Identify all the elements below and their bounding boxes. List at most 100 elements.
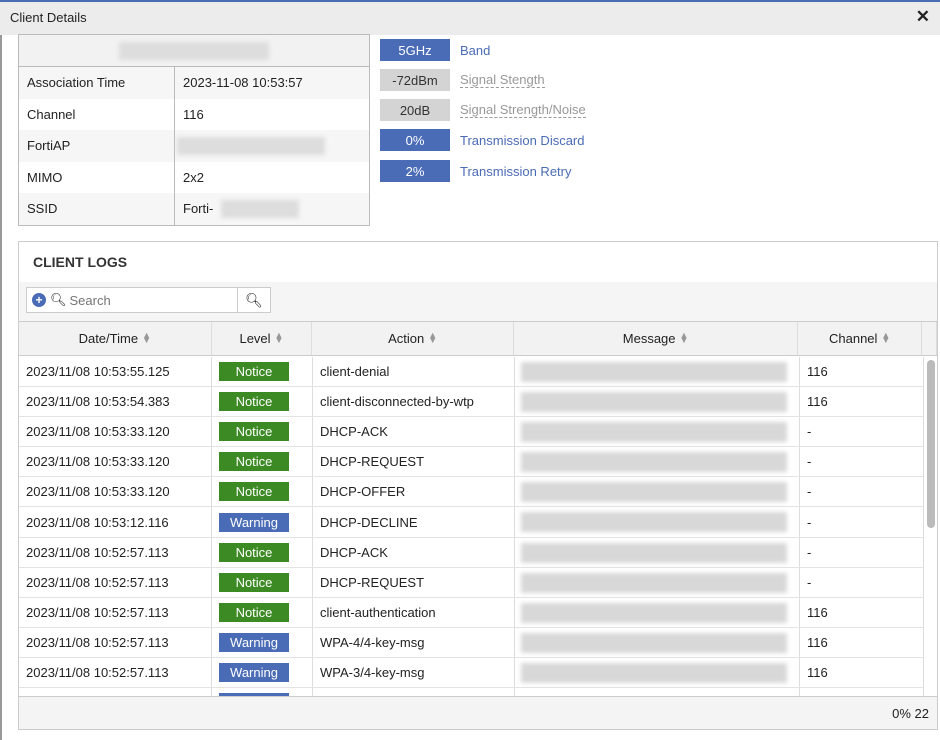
indicator-label[interactable]: Transmission Discard: [460, 132, 585, 148]
table-row[interactable]: 2023/11/08 10:53:55.125 Notice client-de…: [19, 357, 924, 388]
info-label: MIMO: [19, 161, 175, 193]
table-row[interactable]: 2023/11/08 10:53:12.116 Warning DHCP-DEC…: [19, 507, 924, 538]
column-label: Date/Time: [78, 331, 139, 346]
cell-action: client-authentication: [313, 597, 515, 627]
cell-datetime: 2023/11/08 10:52:57.113: [19, 597, 212, 627]
indicator: -72dBm Signal Stength: [380, 69, 545, 91]
cell-level: Notice: [212, 417, 313, 447]
indicator-value: 2%: [380, 160, 450, 182]
level-badge: Notice: [219, 362, 289, 382]
cell-message: [515, 507, 800, 537]
cell-level: Notice: [212, 537, 313, 567]
cell-level: Notice: [212, 447, 313, 477]
table-header: Date/Time ▲ ▼ Level ▲ ▼ Action ▲ ▼ Message ▲ ▼ Chann…: [19, 321, 937, 356]
info-row: MIMO 2x2: [19, 161, 369, 194]
column-header[interactable]: Level ▲ ▼: [212, 322, 313, 355]
table-row[interactable]: 2023/11/08 10:53:54.383 Notice client-di…: [19, 387, 924, 418]
cell-action: [313, 688, 515, 698]
sort-icon: ▲ ▼: [679, 329, 689, 345]
search-box: + 🔍︎ 🔍︎: [26, 287, 271, 313]
column-label: Action: [388, 331, 425, 346]
column-header[interactable]: Date/Time ▲ ▼: [19, 322, 212, 355]
search-button[interactable]: 🔍︎: [237, 288, 270, 312]
info-label: Channel: [19, 98, 175, 130]
info-label: Association Time: [19, 67, 175, 99]
indicator-value: 0%: [380, 129, 450, 151]
cell-action: WPA-3/4-key-msg: [313, 657, 515, 688]
cell-action: WPA-4/4-key-msg: [313, 627, 515, 657]
cell-message: [515, 657, 800, 688]
cell-channel: 116: [800, 627, 924, 657]
info-row: Association Time 2023-11-08 10:53:57: [19, 67, 369, 99]
level-badge: Notice: [219, 482, 289, 502]
cell-message: [515, 537, 800, 567]
indicator-value: 20dB: [380, 99, 450, 121]
add-filter-icon[interactable]: +: [32, 293, 46, 307]
search-input[interactable]: [69, 292, 230, 308]
indicator: 2% Transmission Retry: [380, 160, 571, 182]
indicator-label[interactable]: Signal Stength: [460, 72, 545, 88]
info-row: SSID Forti-: [19, 193, 369, 225]
cell-action: client-denial: [313, 357, 515, 387]
cell-channel: 116: [800, 387, 924, 417]
cell-channel: -: [800, 447, 924, 477]
info-value: 2023-11-08 10:53:57: [175, 67, 369, 99]
table-row[interactable]: 2023/11/08 10:53:33.120 Notice DHCP-ACK …: [19, 417, 924, 448]
indicator-label[interactable]: Band: [460, 42, 491, 58]
indicator-value: 5GHz: [380, 39, 450, 61]
cell-level: Warning: [212, 627, 313, 657]
table-row[interactable]: 2023/11/08 10:52:57.113 Notice client-au…: [19, 597, 924, 628]
scrollbar[interactable]: [927, 360, 935, 528]
cell-datetime: 2023/11/08 10:53:33.120: [19, 477, 212, 507]
indicator: 0% Transmission Discard: [380, 129, 585, 151]
cell-level: Notice: [212, 477, 313, 507]
column-header[interactable]: Action ▲ ▼: [312, 322, 514, 355]
cell-datetime: 2023/11/08 10:53:55.125: [19, 357, 212, 387]
cell-action: DHCP-ACK: [313, 417, 515, 447]
close-icon[interactable]: ✕: [915, 7, 930, 26]
level-badge: Warning: [219, 632, 289, 652]
footer-status: 0% 22: [892, 706, 929, 721]
cell-action: DHCP-ACK: [313, 537, 515, 567]
table-row[interactable]: 2023/11/08 10:53:33.120 Notice DHCP-REQU…: [19, 447, 924, 478]
info-value: 2x2: [175, 162, 369, 194]
cell-datetime: 2023/11/08 10:52:57.113: [19, 627, 212, 657]
cell-action: DHCP-REQUEST: [313, 447, 515, 477]
cell-channel: -: [800, 417, 924, 447]
client-info-table: Association Time 2023-11-08 10:53:57 Chann…: [18, 34, 370, 226]
info-row: FortiAP: [19, 130, 369, 162]
table-row[interactable]: 2023/11/08 10:52:57.113 Warning WPA-4/4-…: [19, 627, 924, 658]
table-row[interactable]: 2023/11/08 10:52:57.113 Notice DHCP-ACK …: [19, 537, 924, 568]
cell-datetime: 2023/11/08 10:52:57.113: [19, 567, 212, 597]
info-value-text: 116: [183, 106, 204, 122]
cell-level: Notice: [212, 567, 313, 597]
cell-channel: 116: [800, 597, 924, 627]
cell-channel: 116: [800, 657, 924, 688]
level-badge: Warning: [219, 662, 289, 682]
table-row[interactable]: 2023/11/08 10:52:57.113 Warning WPA-3/4-…: [19, 657, 924, 689]
window-edge: [0, 35, 2, 740]
level-badge: Notice: [219, 422, 289, 442]
table-row[interactable]: 2023/11/08 10:52:57.113 Notice DHCP-REQU…: [19, 567, 924, 598]
client-logs-title: CLIENT LOGS: [33, 254, 128, 270]
indicator-label[interactable]: Transmission Retry: [460, 163, 572, 179]
level-badge: Notice: [219, 572, 289, 592]
indicator-label[interactable]: Signal Strength/Noise: [460, 102, 586, 118]
table-row[interactable]: 2023/11/08 10:53:33.120 Notice DHCP-OFFE…: [19, 477, 924, 508]
table-body: 2023/11/08 10:53:55.125 Notice client-de…: [19, 357, 924, 698]
cell-level: Notice: [212, 387, 313, 417]
sort-icon: ▲ ▼: [142, 329, 151, 345]
column-label: Channel: [828, 331, 878, 346]
cell-message: [515, 357, 800, 387]
cell-action: client-disconnected-by-wtp: [313, 387, 515, 417]
cell-message: [515, 688, 800, 698]
cell-channel: [800, 688, 924, 698]
column-header[interactable]: Channel ▲ ▼: [798, 322, 923, 355]
cell-message: [515, 387, 800, 417]
logs-toolbar: + 🔍︎ 🔍︎: [19, 282, 937, 321]
cell-action: DHCP-DECLINE: [313, 507, 515, 537]
cell-channel: -: [800, 567, 924, 597]
column-header[interactable]: Message ▲ ▼: [514, 322, 799, 355]
info-value: [175, 130, 369, 162]
cell-level: Warning: [212, 507, 313, 537]
